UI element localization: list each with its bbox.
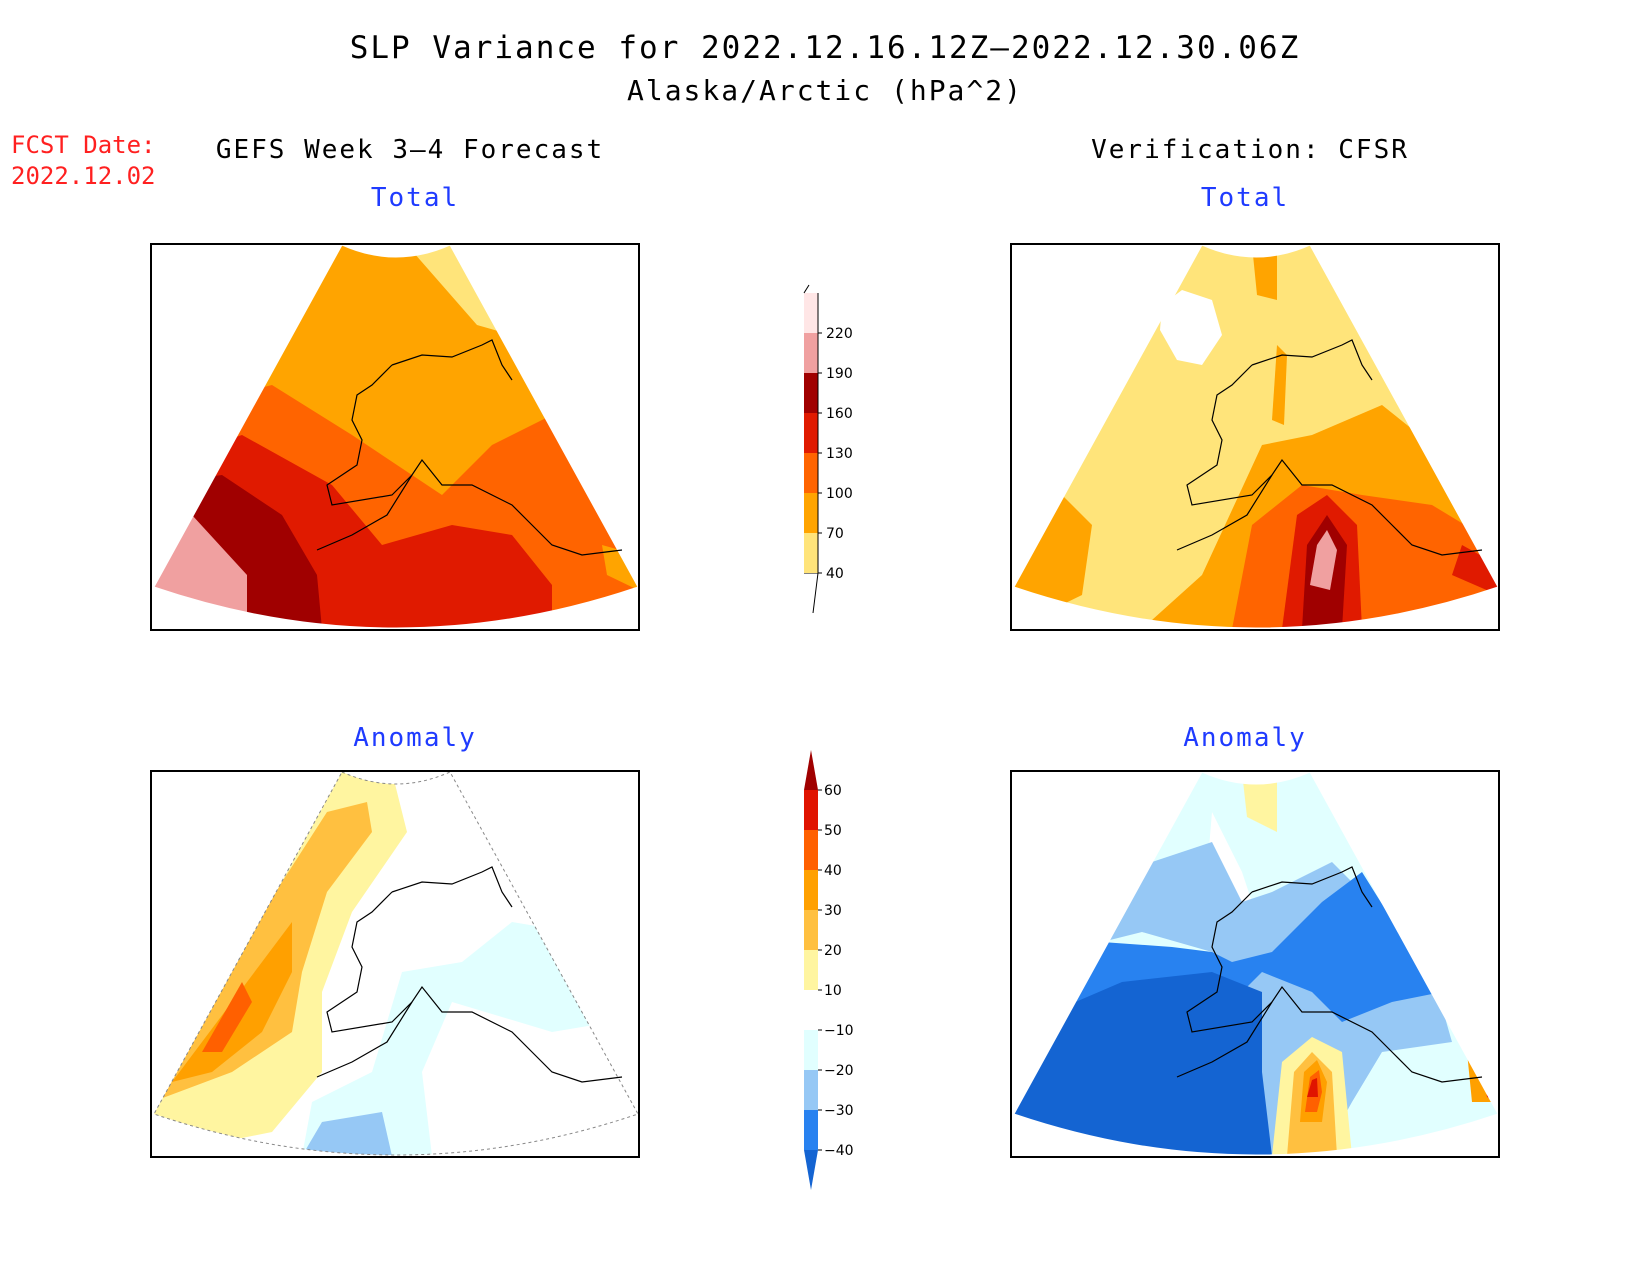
cfsr-total-map	[1010, 243, 1500, 631]
top-right-panel-label: Total	[1200, 183, 1290, 213]
anomaly-colorbar-upper-triangle	[804, 750, 818, 790]
anomaly-colorbar-swatch	[804, 790, 818, 830]
anomaly-colorbar-tick-label: 50	[824, 823, 842, 839]
total-colorbar-tick-label: 70	[826, 526, 844, 542]
total-colorbar-tick-label: 100	[826, 486, 853, 502]
bottom-left-panel-label: Anomaly	[353, 723, 477, 753]
total-colorbar-swatch	[804, 413, 818, 453]
total-colorbar-tick-label: 190	[826, 366, 853, 382]
anomaly-colorbar-tick-label: 20	[824, 943, 842, 959]
anomaly-colorbar-tick-label: −30	[824, 1103, 854, 1119]
anomaly-colorbar-tick-label: 60	[824, 783, 842, 799]
anomaly-colorbar-swatch	[804, 910, 818, 950]
anomaly-colorbar-tick-label: −20	[824, 1063, 854, 1079]
left-column-heading: GEFS Week 3–4 Forecast	[215, 135, 605, 165]
chart-title: SLP Variance for 2022.12.16.12Z–2022.12.…	[349, 30, 1301, 66]
anomaly-colorbar-swatch	[804, 1030, 818, 1070]
anomaly-colorbar: −40 −30 −20 −10 10 20 30 40 50 60	[800, 750, 870, 1195]
anomaly-colorbar-swatch	[804, 1110, 818, 1150]
anomaly-colorbar-swatch	[804, 990, 818, 1030]
anomaly-colorbar-lower-triangle	[804, 1150, 818, 1190]
anomaly-colorbar-tick-label: 30	[824, 903, 842, 919]
bottom-right-panel-label: Anomaly	[1183, 723, 1307, 753]
forecast-date-value: 2022.12.02	[11, 162, 156, 190]
anomaly-colorbar-tick-label: −10	[824, 1023, 854, 1039]
total-colorbar-swatch	[804, 373, 818, 413]
anomaly-colorbar-tick-label: −40	[824, 1143, 854, 1159]
anomaly-colorbar-swatch	[804, 870, 818, 910]
gefs-total-map	[150, 243, 640, 631]
total-colorbar-top-tail	[803, 284, 810, 294]
total-colorbar-tick-label: 40	[826, 566, 844, 582]
forecast-date-label: FCST Date:	[11, 131, 156, 159]
anomaly-colorbar-swatch	[804, 830, 818, 870]
gefs-anomaly-map	[150, 770, 640, 1158]
anomaly-colorbar-swatch	[804, 1070, 818, 1110]
total-colorbar-swatch	[804, 293, 818, 333]
total-colorbar-swatch	[804, 533, 818, 573]
total-colorbar: 40 70 100 130 160 190 220	[800, 283, 870, 614]
top-left-panel-label: Total	[370, 183, 460, 213]
cfsr-anomaly-map	[1010, 770, 1500, 1158]
anomaly-colorbar-swatch	[804, 950, 818, 990]
total-colorbar-swatch	[804, 453, 818, 493]
anomaly-colorbar-tick-label: 40	[824, 863, 842, 879]
total-colorbar-bottom-tail	[804, 572, 819, 614]
total-colorbar-swatch	[804, 333, 818, 373]
total-colorbar-swatch	[804, 493, 818, 533]
total-colorbar-tick-label: 130	[826, 446, 853, 462]
right-column-heading: Verification: CFSR	[1091, 135, 1409, 165]
anomaly-colorbar-tick-label: 10	[824, 983, 842, 999]
chart-subtitle: Alaska/Arctic (hPa^2)	[626, 74, 1023, 107]
total-colorbar-tick-label: 160	[826, 406, 853, 422]
total-colorbar-tick-label: 220	[826, 326, 853, 342]
